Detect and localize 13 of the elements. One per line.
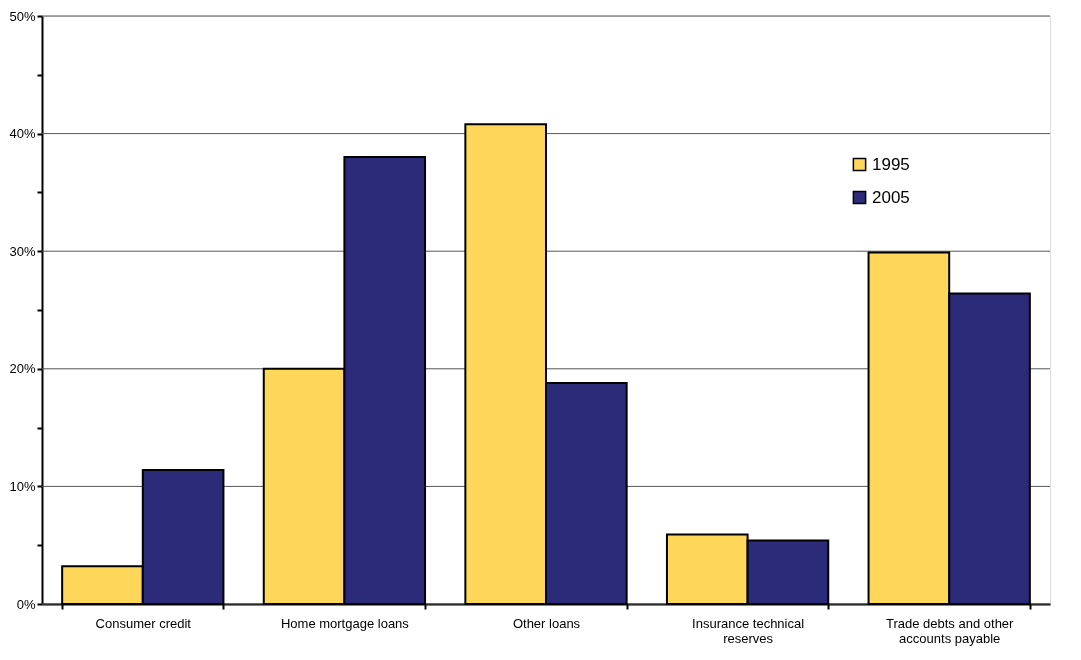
y-tick-label: 30% <box>9 243 36 259</box>
legend-label: 1995 <box>872 154 910 174</box>
y-tick-label: 0% <box>16 596 36 612</box>
y-tick-label: 50% <box>9 8 36 24</box>
x-tick-label: Trade debts and other accounts payable <box>885 615 1015 646</box>
y-tick-label: 10% <box>9 478 36 494</box>
x-tick-label: Insurance technical reserves <box>692 615 805 646</box>
x-tick-label: Home mortgage loans <box>280 615 410 631</box>
y-tick-label: 40% <box>9 126 36 142</box>
y-tick-label: 20% <box>9 361 36 377</box>
x-tick-label: Other loans <box>512 615 581 631</box>
x-tick-label: Consumer credit <box>95 615 192 631</box>
legend-label: 2005 <box>872 187 910 207</box>
